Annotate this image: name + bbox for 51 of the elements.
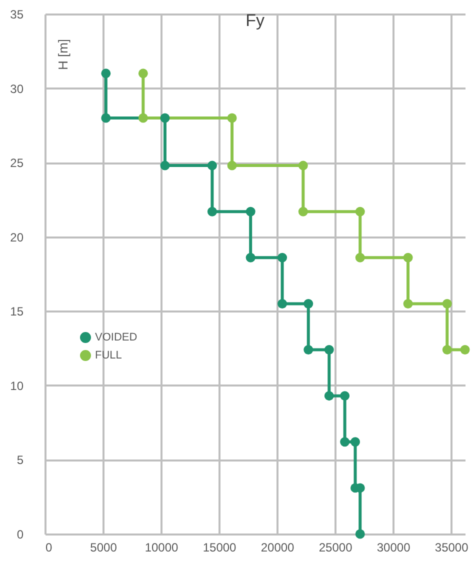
chart-title: Fy xyxy=(246,11,265,30)
point xyxy=(278,298,288,308)
y-tick-label: 5 xyxy=(16,453,24,468)
point xyxy=(403,252,413,262)
point xyxy=(304,298,314,308)
point xyxy=(340,437,350,447)
legend-label: FULL xyxy=(95,350,122,362)
x-tick-label: 5000 xyxy=(90,540,118,554)
point xyxy=(350,437,360,447)
point xyxy=(442,345,452,355)
point xyxy=(160,160,170,170)
point xyxy=(160,113,170,123)
y-tick-label: 30 xyxy=(10,82,24,96)
y-tick-label: 35 xyxy=(10,8,24,22)
point xyxy=(207,206,217,216)
legend-label: VOIDED xyxy=(95,332,138,344)
y-tick-label: 0 xyxy=(16,528,24,542)
point xyxy=(324,345,334,355)
point xyxy=(460,345,470,355)
point xyxy=(138,113,148,123)
point xyxy=(278,252,288,262)
y-axis-title: H [m] xyxy=(56,38,70,70)
point xyxy=(207,160,217,170)
y-tick-label: 10 xyxy=(10,378,24,393)
point xyxy=(355,206,365,216)
y-tick-label: 20 xyxy=(10,230,24,244)
x-tick-label: 10000 xyxy=(144,540,179,554)
point xyxy=(403,298,413,308)
point xyxy=(340,391,350,401)
point xyxy=(246,252,256,262)
x-tick-label: 35000 xyxy=(434,540,469,554)
point xyxy=(298,160,308,170)
point xyxy=(324,391,334,401)
x-tick-label: 0 xyxy=(46,540,52,554)
y-tick-label: 25 xyxy=(10,156,24,170)
x-tick-label: 20000 xyxy=(260,540,295,554)
y-tick-label: 15 xyxy=(10,304,24,319)
point xyxy=(442,298,452,308)
point xyxy=(355,252,365,262)
point xyxy=(355,529,365,539)
point xyxy=(138,68,148,78)
point xyxy=(304,345,314,355)
point xyxy=(101,68,111,78)
x-tick-label: 15000 xyxy=(202,540,237,554)
point xyxy=(227,160,237,170)
x-tick-label: 25000 xyxy=(318,540,353,554)
point xyxy=(227,113,237,123)
point xyxy=(246,206,256,216)
point xyxy=(101,113,111,123)
x-tick-label: 30000 xyxy=(376,540,411,554)
point xyxy=(298,206,308,216)
